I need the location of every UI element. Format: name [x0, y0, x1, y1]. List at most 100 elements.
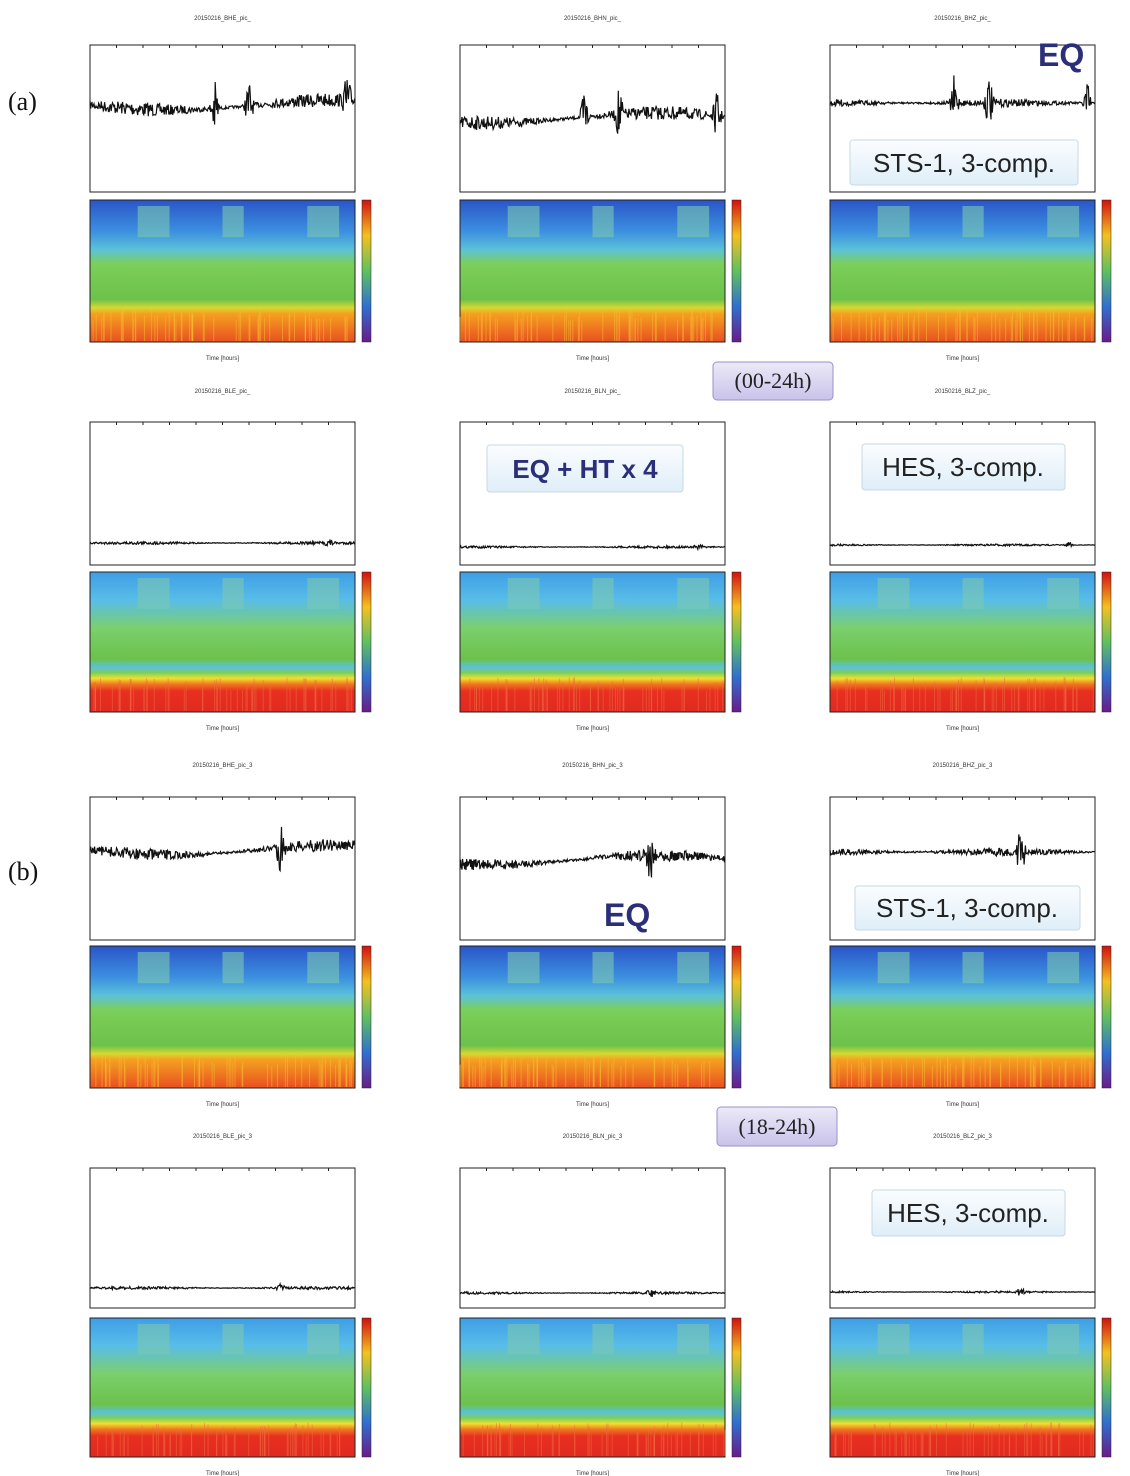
spectrogram-feature: [1047, 952, 1080, 984]
range-box: [712, 361, 834, 401]
spectrogram-feature: [137, 952, 170, 984]
callout-text: HES, 3-comp.: [882, 452, 1044, 482]
spectrogram-feature: [222, 1324, 244, 1355]
panel-title: 20150216_BLE_pic_: [195, 389, 251, 395]
waveform: [89, 79, 356, 125]
callout: HES, 3-comp.: [871, 1189, 1066, 1237]
x-axis-label: Time [hours]: [576, 1102, 609, 1108]
colorbar: [361, 1317, 372, 1458]
spectrogram-feature: [1047, 578, 1080, 609]
colorbar: [731, 571, 742, 713]
waveform: [829, 834, 1096, 865]
colorbar: [361, 945, 372, 1089]
spectrogram-feature: [507, 578, 540, 609]
spectrogram-feature: [137, 1324, 170, 1355]
callout-box: [871, 1189, 1066, 1237]
x-axis-label: Time [hours]: [206, 1471, 239, 1476]
panel-label: (a): [8, 87, 37, 116]
waveform-frame: [459, 421, 726, 566]
range-label: (18-24h): [739, 1114, 816, 1139]
spectrogram-feature: [507, 1324, 540, 1355]
spectrogram-feature: [962, 1324, 984, 1355]
x-axis-label: Time [hours]: [206, 726, 239, 732]
waveform-frame: [829, 1167, 1096, 1309]
x-axis-label: Time [hours]: [576, 1471, 609, 1476]
spectrogram-feature: [677, 952, 710, 984]
callout: STS-1, 3-comp.: [854, 885, 1081, 931]
spectrogram-feature: [592, 1324, 614, 1355]
waveform: [459, 842, 726, 878]
colorbar: [731, 199, 742, 343]
x-axis-label: Time [hours]: [206, 356, 239, 362]
panel-title: 20150216_BHN_pic_: [564, 16, 622, 22]
panel-title: 20150216_BHZ_pic_3: [933, 763, 993, 769]
waveform: [459, 1289, 726, 1298]
spectrogram-feature: [137, 578, 170, 609]
callout-text: EQ + HT x 4: [512, 454, 658, 484]
waveform: [89, 826, 356, 873]
spectrogram-feature: [222, 952, 244, 984]
panel-title: 20150216_BHE_pic_: [194, 16, 251, 22]
spectrogram-feature: [962, 952, 984, 984]
panel-title: 20150216_BLZ_pic_: [935, 389, 991, 395]
spectrogram-feature: [307, 206, 340, 238]
x-axis-label: Time [hours]: [946, 1102, 979, 1108]
callout-text: HES, 3-comp.: [887, 1198, 1049, 1228]
x-axis-label: Time [hours]: [946, 726, 979, 732]
waveform-frame: [89, 1167, 356, 1309]
callout-box: [849, 139, 1079, 186]
panel-title: 20150216_BLZ_pic_3: [933, 1134, 992, 1140]
waveform-frame: [829, 421, 1096, 566]
panel-title: 20150216_BHE_pic_3: [192, 763, 253, 769]
spectrogram-feature: [677, 1324, 710, 1355]
spectrogram-feature: [592, 952, 614, 984]
spectrogram-feature: [592, 578, 614, 609]
callout: HES, 3-comp.: [861, 443, 1066, 491]
x-axis-label: Time [hours]: [946, 1471, 979, 1476]
callout-box: [861, 443, 1066, 491]
waveform-frame: [89, 796, 356, 941]
spectrogram-feature: [877, 1324, 910, 1355]
panel-title: 20150216_BLN_pic_3: [563, 1134, 623, 1140]
spectrogram-feature: [222, 578, 244, 609]
waveform: [459, 90, 726, 134]
spectrogram-feature: [877, 578, 910, 609]
waveform-frame: [459, 796, 726, 941]
spectrogram-feature: [137, 206, 170, 238]
waveform: [829, 541, 1095, 549]
spectrogram-feature: [307, 1324, 340, 1355]
waveform: [829, 75, 1096, 120]
callout: EQ + HT x 4: [486, 444, 684, 493]
callout-box: [486, 444, 684, 493]
waveform: [829, 1287, 1095, 1296]
waveform: [89, 1281, 356, 1292]
colorbar: [1101, 945, 1112, 1089]
spectrogram-feature: [1047, 206, 1080, 238]
range-tag: (18-24h): [716, 1106, 838, 1147]
panel-label: (b): [8, 857, 38, 886]
spectrogram-feature: [307, 952, 340, 984]
colorbar: [1101, 1317, 1112, 1458]
panel-title: 20150216_BHN_pic_3: [562, 763, 623, 769]
colorbar: [731, 1317, 742, 1458]
x-axis-label: Time [hours]: [946, 356, 979, 362]
x-axis-label: Time [hours]: [576, 356, 609, 362]
spectrogram-feature: [877, 206, 910, 238]
spectrogram-feature: [592, 206, 614, 238]
callout-box: [854, 885, 1081, 931]
colorbar: [731, 945, 742, 1089]
spectrogram-feature: [677, 206, 710, 238]
x-axis-label: Time [hours]: [206, 1102, 239, 1108]
spectrogram-feature: [962, 206, 984, 238]
colorbar: [361, 199, 372, 343]
waveform: [89, 538, 356, 548]
range-box: [716, 1106, 838, 1147]
waveform-frame: [89, 44, 356, 193]
spectrogram-feature: [962, 578, 984, 609]
eq-annotation: EQ: [1038, 37, 1084, 73]
waveform-frame: [459, 44, 726, 193]
waveform: [459, 543, 726, 552]
eq-annotation: EQ: [604, 897, 650, 933]
panel-title: 20150216_BHZ_pic_: [934, 16, 991, 22]
